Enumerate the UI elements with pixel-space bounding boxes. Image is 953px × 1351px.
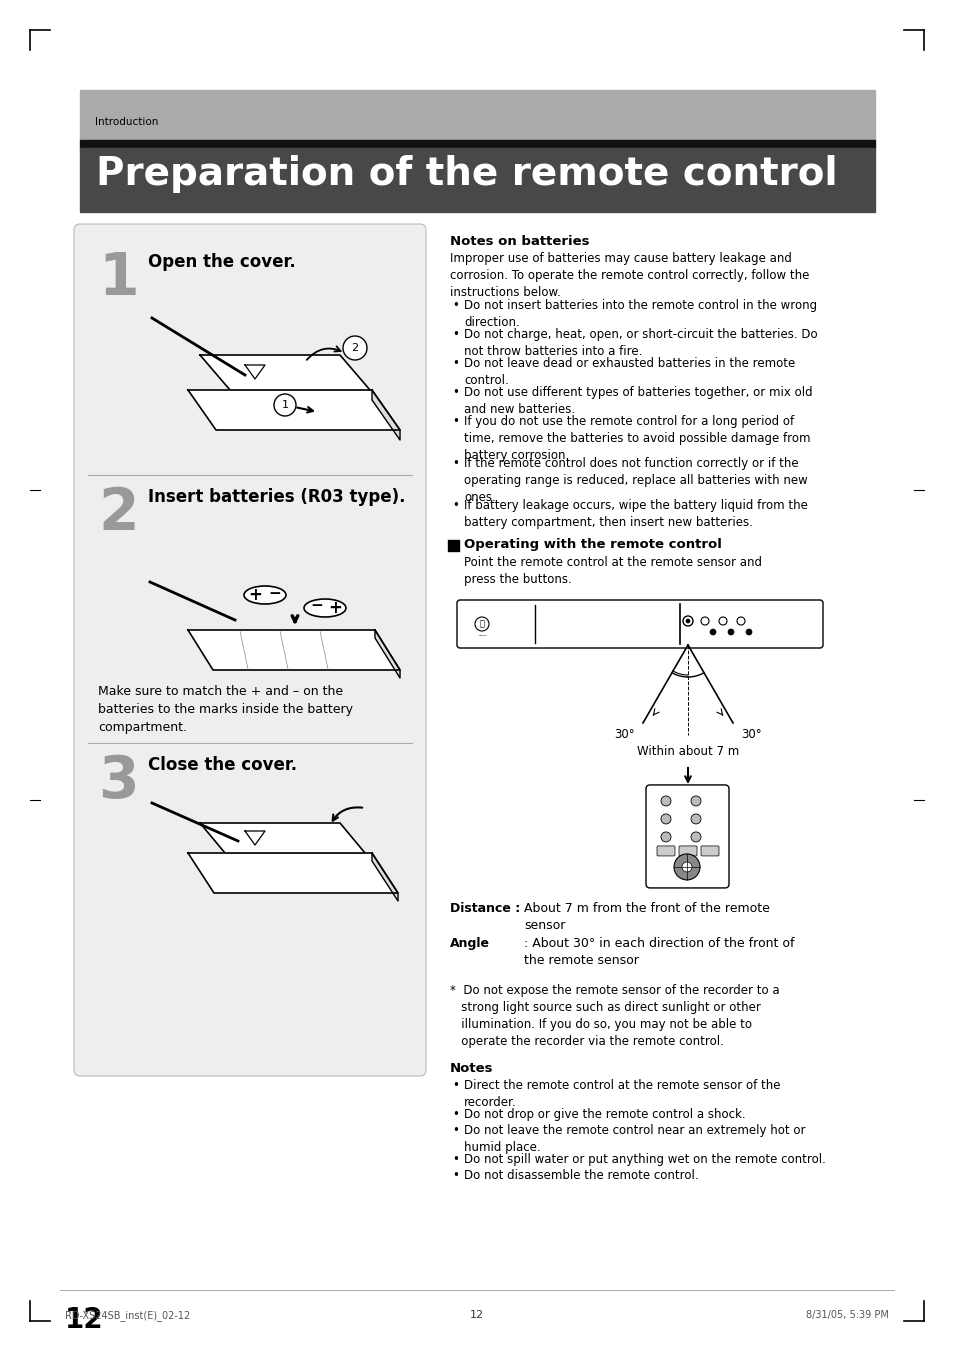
Text: Do not leave dead or exhausted batteries in the remote
control.: Do not leave dead or exhausted batteries… <box>463 357 795 386</box>
Text: 12: 12 <box>65 1306 104 1333</box>
Text: 8/31/05, 5:39 PM: 8/31/05, 5:39 PM <box>805 1310 888 1320</box>
Polygon shape <box>188 390 399 430</box>
Polygon shape <box>372 852 397 901</box>
Text: *  Do not expose the remote sensor of the recorder to a
   strong light source s: * Do not expose the remote sensor of the… <box>450 984 779 1048</box>
Circle shape <box>690 832 700 842</box>
Polygon shape <box>375 630 399 678</box>
Text: 2: 2 <box>351 343 358 353</box>
Ellipse shape <box>244 586 286 604</box>
Text: Operating with the remote control: Operating with the remote control <box>463 538 721 551</box>
Circle shape <box>682 616 692 626</box>
Polygon shape <box>188 852 397 893</box>
FancyBboxPatch shape <box>456 600 822 648</box>
Text: +: + <box>328 598 341 617</box>
Text: 1: 1 <box>281 400 288 409</box>
FancyBboxPatch shape <box>657 846 675 857</box>
Text: Introduction: Introduction <box>95 118 158 127</box>
Text: Do not spill water or put anything wet on the remote control.: Do not spill water or put anything wet o… <box>463 1152 825 1166</box>
Text: 2: 2 <box>98 485 138 542</box>
Ellipse shape <box>304 598 346 617</box>
Text: Do not insert batteries into the remote control in the wrong
direction.: Do not insert batteries into the remote … <box>463 299 817 330</box>
Text: About 7 m from the front of the remote
sensor: About 7 m from the front of the remote s… <box>523 902 769 932</box>
Text: Angle: Angle <box>450 938 490 950</box>
Text: •: • <box>452 415 458 428</box>
Circle shape <box>685 619 689 623</box>
Text: 1: 1 <box>98 250 138 307</box>
Bar <box>80 91 874 141</box>
Text: ___: ___ <box>477 631 486 636</box>
Text: If you do not use the remote control for a long period of
time, remove the batte: If you do not use the remote control for… <box>463 415 810 462</box>
Text: +: + <box>248 586 262 604</box>
Text: −: − <box>311 598 323 613</box>
Text: Preparation of the remote control: Preparation of the remote control <box>96 155 837 193</box>
Text: •: • <box>452 1169 458 1182</box>
Circle shape <box>660 832 670 842</box>
Text: If the remote control does not function correctly or if the
operating range is r: If the remote control does not function … <box>463 457 807 504</box>
Circle shape <box>745 630 751 635</box>
Circle shape <box>681 862 691 871</box>
Circle shape <box>343 336 367 359</box>
Text: 30°: 30° <box>614 728 635 740</box>
Text: •: • <box>452 386 458 399</box>
Circle shape <box>690 796 700 807</box>
Polygon shape <box>188 630 399 670</box>
Circle shape <box>660 813 670 824</box>
Text: RD-XS24SB_inst(E)_02-12: RD-XS24SB_inst(E)_02-12 <box>65 1310 190 1321</box>
Text: Make sure to match the + and – on the
batteries to the marks inside the battery
: Make sure to match the + and – on the ba… <box>98 685 353 734</box>
Text: •: • <box>452 1079 458 1092</box>
FancyBboxPatch shape <box>645 785 728 888</box>
Circle shape <box>709 630 716 635</box>
Text: 3: 3 <box>98 753 138 811</box>
Text: Improper use of batteries may cause battery leakage and
corrosion. To operate th: Improper use of batteries may cause batt… <box>450 253 808 299</box>
Circle shape <box>274 394 295 416</box>
Circle shape <box>660 796 670 807</box>
Text: Point the remote control at the remote sensor and
press the buttons.: Point the remote control at the remote s… <box>463 557 761 586</box>
Bar <box>80 149 874 212</box>
Text: •: • <box>452 357 458 370</box>
Text: Close the cover.: Close the cover. <box>148 757 296 774</box>
Text: ⏻: ⏻ <box>479 620 484 628</box>
Polygon shape <box>372 390 399 440</box>
FancyBboxPatch shape <box>679 846 697 857</box>
FancyBboxPatch shape <box>74 224 426 1075</box>
Text: •: • <box>452 499 458 512</box>
Text: Within about 7 m: Within about 7 m <box>637 744 739 758</box>
Circle shape <box>690 813 700 824</box>
Text: Insert batteries (R03 type).: Insert batteries (R03 type). <box>148 488 405 507</box>
Circle shape <box>737 617 744 626</box>
Text: Do not use different types of batteries together, or mix old
and new batteries.: Do not use different types of batteries … <box>463 386 812 416</box>
Text: •: • <box>452 457 458 470</box>
Text: •: • <box>452 299 458 312</box>
Text: •: • <box>452 1124 458 1138</box>
Circle shape <box>700 617 708 626</box>
Text: •: • <box>452 1108 458 1121</box>
FancyBboxPatch shape <box>700 846 719 857</box>
Text: Distance :: Distance : <box>450 902 519 915</box>
Text: Direct the remote control at the remote sensor of the
recorder.: Direct the remote control at the remote … <box>463 1079 780 1109</box>
Circle shape <box>673 854 700 880</box>
Text: Do not charge, heat, open, or short-circuit the batteries. Do
not throw batterie: Do not charge, heat, open, or short-circ… <box>463 328 817 358</box>
Polygon shape <box>200 355 370 390</box>
Polygon shape <box>200 823 365 852</box>
Text: If battery leakage occurs, wipe the battery liquid from the
battery compartment,: If battery leakage occurs, wipe the batt… <box>463 499 807 530</box>
Text: 12: 12 <box>470 1310 483 1320</box>
Text: Open the cover.: Open the cover. <box>148 253 295 272</box>
Bar <box>448 540 458 551</box>
Text: Do not drop or give the remote control a shock.: Do not drop or give the remote control a… <box>463 1108 745 1121</box>
Text: 30°: 30° <box>740 728 760 740</box>
Circle shape <box>727 630 733 635</box>
Text: −: − <box>269 585 281 600</box>
Text: Do not leave the remote control near an extremely hot or
humid place.: Do not leave the remote control near an … <box>463 1124 804 1154</box>
Text: : About 30° in each direction of the front of
the remote sensor: : About 30° in each direction of the fro… <box>523 938 794 967</box>
Text: •: • <box>452 328 458 340</box>
Text: •: • <box>452 1152 458 1166</box>
Text: Do not disassemble the remote control.: Do not disassemble the remote control. <box>463 1169 698 1182</box>
Circle shape <box>719 617 726 626</box>
Text: Notes on batteries: Notes on batteries <box>450 235 589 249</box>
Text: Notes: Notes <box>450 1062 493 1075</box>
Bar <box>80 141 874 149</box>
